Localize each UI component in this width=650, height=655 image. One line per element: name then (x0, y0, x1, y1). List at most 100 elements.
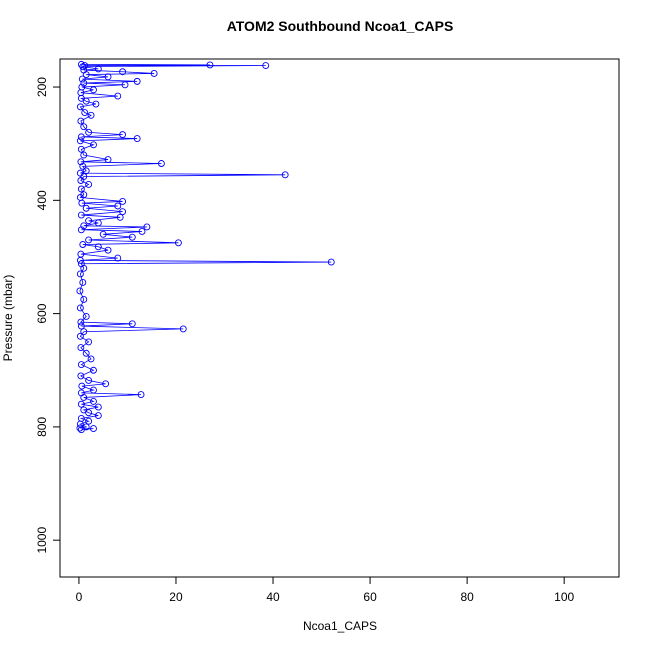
data-point (119, 198, 127, 205)
data-point (157, 160, 165, 167)
y-tick-label: 600 (35, 303, 49, 323)
data-point (82, 349, 90, 357)
data-point (87, 111, 95, 119)
data-point (90, 141, 97, 149)
data-point (82, 167, 90, 175)
data-point (119, 131, 127, 139)
data-point (179, 325, 187, 333)
data-point (85, 376, 93, 384)
data-point (79, 63, 87, 71)
data-point (119, 208, 127, 216)
data-point (85, 236, 93, 244)
data-point (77, 145, 85, 153)
data-point (76, 287, 84, 295)
data-point (78, 75, 86, 83)
data-point (90, 86, 97, 94)
data-point (79, 279, 87, 286)
data-point (77, 318, 85, 326)
data-point (82, 71, 90, 79)
data-point (281, 171, 289, 179)
data-point (114, 92, 122, 100)
x-axis-label: Ncoa1_CAPS (303, 619, 377, 633)
data-point (77, 226, 85, 234)
data-point (77, 211, 85, 219)
data-point (114, 202, 122, 210)
data-point (79, 241, 87, 248)
data-point (77, 344, 85, 352)
data-point (82, 97, 90, 105)
y-tick-label: 800 (35, 417, 49, 437)
data-point (81, 109, 89, 116)
data-point (104, 156, 112, 163)
data-point (262, 62, 270, 69)
data-point (76, 137, 84, 145)
data-point (143, 223, 151, 231)
data-point (137, 391, 145, 399)
data-point (81, 62, 89, 69)
x-tick-label: 0 (76, 590, 83, 604)
data-point (76, 332, 84, 340)
data-point (77, 185, 85, 193)
data-point (77, 426, 85, 434)
data-point (104, 246, 112, 254)
data-point (94, 243, 102, 251)
data-point (80, 123, 88, 131)
data-point (77, 400, 85, 408)
data-point (92, 100, 100, 108)
data-point (80, 295, 88, 303)
x-tick-label: 40 (266, 590, 280, 604)
data-point (80, 79, 88, 87)
data-point (76, 304, 84, 312)
data-point (94, 403, 102, 411)
data-point (76, 424, 84, 432)
data-point (82, 312, 90, 320)
data-line (79, 63, 332, 431)
data-point (80, 222, 88, 230)
data-point (79, 162, 87, 170)
data-point (80, 393, 88, 401)
data-point (76, 103, 84, 111)
x-tick-label: 80 (460, 590, 474, 604)
data-point (121, 81, 129, 89)
data-point (80, 151, 88, 159)
data-point (85, 181, 93, 188)
data-point (114, 254, 122, 262)
data-point (90, 397, 97, 405)
data-point (133, 135, 141, 143)
data-point (90, 386, 97, 394)
data-point (206, 61, 214, 69)
data-point (77, 361, 85, 369)
data-point (102, 380, 110, 388)
data-point (77, 117, 85, 125)
data-point (76, 256, 84, 264)
data-point (99, 230, 107, 238)
data-point (90, 366, 97, 374)
data-point (138, 228, 146, 235)
y-tick-label: 200 (35, 77, 49, 97)
data-point (128, 233, 136, 241)
data-point (85, 409, 93, 417)
y-axis-label: Pressure (mbar) (1, 275, 15, 362)
data-point (77, 133, 85, 141)
data-point (76, 270, 84, 278)
data-point (80, 328, 88, 336)
data-point (94, 219, 102, 227)
data-point (80, 264, 88, 272)
data-point (77, 177, 85, 184)
data-point (150, 69, 158, 77)
x-tick-label: 20 (169, 590, 183, 604)
plot-frame (59, 58, 620, 578)
data-point (116, 213, 124, 221)
data-point (94, 412, 102, 420)
data-point (133, 77, 141, 85)
x-tick-label: 100 (554, 590, 574, 604)
y-tick-label: 1000 (35, 527, 49, 554)
x-tick-label: 60 (363, 590, 377, 604)
data-point (78, 382, 86, 390)
data-point (128, 320, 136, 328)
data-point (174, 239, 182, 247)
data-point (78, 199, 86, 207)
data-point (85, 128, 93, 136)
data-point (85, 217, 93, 225)
